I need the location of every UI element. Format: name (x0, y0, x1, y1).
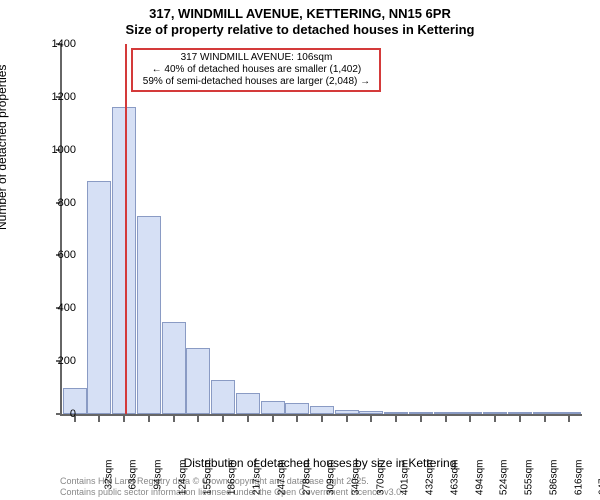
x-tick-mark (469, 416, 471, 422)
histogram-bar (483, 412, 507, 414)
histogram-bar (533, 412, 557, 414)
histogram-bar (285, 403, 309, 414)
plot-area: 317 WINDMILL AVENUE: 106sqm← 40% of deta… (60, 44, 582, 416)
x-tick-mark (395, 416, 397, 422)
x-tick-mark (222, 416, 224, 422)
x-tick-label: 155sqm (202, 460, 213, 500)
x-tick-label: 586sqm (548, 460, 559, 500)
x-tick-label: 370sqm (375, 460, 386, 500)
y-tick-label: 600 (36, 249, 76, 261)
histogram-bar (186, 348, 210, 414)
y-tick-label: 200 (36, 355, 76, 367)
x-tick-mark (321, 416, 323, 422)
histogram-bar (261, 401, 285, 414)
chart-title-line2: Size of property relative to detached ho… (0, 22, 600, 37)
x-tick-mark (98, 416, 100, 422)
histogram-bar (112, 107, 136, 414)
chart-container: 317, WINDMILL AVENUE, KETTERING, NN15 6P… (0, 0, 600, 500)
y-tick-label: 400 (36, 302, 76, 314)
x-tick-mark (445, 416, 447, 422)
x-tick-label: 555sqm (524, 460, 535, 500)
x-tick-label: 94sqm (153, 460, 164, 500)
x-tick-mark (519, 416, 521, 422)
x-tick-label: 247sqm (276, 460, 287, 500)
x-tick-mark (247, 416, 249, 422)
histogram-bar (557, 412, 581, 414)
x-tick-label: 186sqm (227, 460, 238, 500)
x-tick-label: 524sqm (499, 460, 510, 500)
histogram-bar (162, 322, 186, 415)
histogram-bar (310, 406, 334, 414)
histogram-bar (384, 412, 408, 414)
x-tick-label: 278sqm (301, 460, 312, 500)
x-tick-mark (346, 416, 348, 422)
x-tick-mark (544, 416, 546, 422)
x-tick-label: 32sqm (103, 460, 114, 500)
histogram-bar (434, 412, 458, 414)
x-tick-mark (494, 416, 496, 422)
y-tick-label: 0 (36, 408, 76, 420)
marker-line (125, 44, 127, 414)
x-tick-label: 432sqm (425, 460, 436, 500)
histogram-bar (211, 380, 235, 414)
x-tick-label: 401sqm (400, 460, 411, 500)
x-tick-mark (173, 416, 175, 422)
histogram-bar (137, 216, 161, 414)
x-tick-mark (420, 416, 422, 422)
y-axis-label: Number of detached properties (0, 65, 9, 230)
x-tick-mark (296, 416, 298, 422)
histogram-bar (87, 181, 111, 414)
histogram-bar (409, 412, 433, 414)
histogram-bar (508, 412, 532, 414)
histogram-bar (236, 393, 260, 414)
x-tick-mark (197, 416, 199, 422)
annotation-line: 317 WINDMILL AVENUE: 106sqm (137, 52, 375, 64)
histogram-bar (335, 410, 359, 414)
x-tick-label: 217sqm (252, 460, 263, 500)
x-tick-mark (272, 416, 274, 422)
y-tick-label: 1200 (36, 91, 76, 103)
x-tick-label: 63sqm (128, 460, 139, 500)
annotation-line: ← 40% of detached houses are smaller (1,… (137, 64, 375, 76)
x-tick-label: 616sqm (573, 460, 584, 500)
annotation-box: 317 WINDMILL AVENUE: 106sqm← 40% of deta… (131, 48, 381, 92)
y-tick-label: 800 (36, 197, 76, 209)
x-tick-label: 463sqm (449, 460, 460, 500)
chart-title-line1: 317, WINDMILL AVENUE, KETTERING, NN15 6P… (0, 6, 600, 21)
histogram-bar (458, 412, 482, 414)
x-tick-mark (370, 416, 372, 422)
x-tick-label: 309sqm (326, 460, 337, 500)
histogram-bar (359, 411, 383, 414)
annotation-line: 59% of semi-detached houses are larger (… (137, 76, 375, 88)
y-tick-label: 1400 (36, 38, 76, 50)
y-tick-label: 1000 (36, 144, 76, 156)
x-tick-mark (148, 416, 150, 422)
x-tick-label: 340sqm (351, 460, 362, 500)
x-tick-mark (568, 416, 570, 422)
x-tick-label: 494sqm (474, 460, 485, 500)
x-tick-mark (123, 416, 125, 422)
x-tick-label: 124sqm (177, 460, 188, 500)
